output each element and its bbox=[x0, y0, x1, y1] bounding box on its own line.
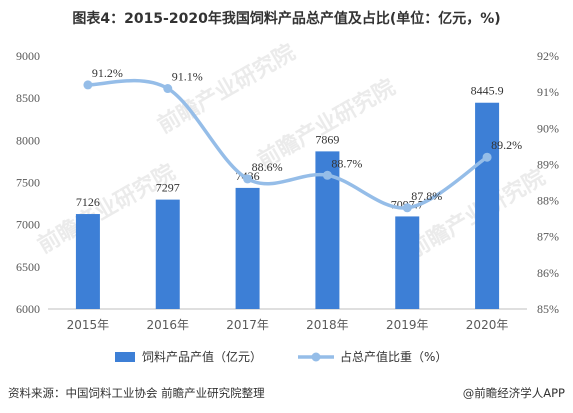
legend-line-label: 占总产值比重（%） bbox=[340, 349, 447, 364]
left-tick-label: 6000 bbox=[16, 302, 40, 316]
share-point bbox=[163, 84, 173, 94]
bar-value-label: 8445.9 bbox=[471, 84, 504, 98]
share-value-label: 88.6% bbox=[252, 160, 283, 174]
bar-value-label: 7297 bbox=[156, 181, 180, 195]
share-value-label: 91.1% bbox=[172, 70, 203, 84]
bar-value-label: 7869 bbox=[315, 132, 339, 146]
right-tick-label: 88% bbox=[537, 194, 559, 208]
right-tick-label: 89% bbox=[537, 157, 559, 171]
right-tick-label: 87% bbox=[537, 230, 559, 244]
bar bbox=[475, 102, 500, 310]
left-tick-label: 7000 bbox=[16, 218, 40, 232]
right-tick-label: 91% bbox=[537, 85, 559, 99]
x-tick-label: 2015年 bbox=[67, 318, 110, 332]
share-point bbox=[83, 80, 93, 90]
bar bbox=[155, 199, 180, 309]
bar bbox=[235, 187, 260, 309]
legend-line-marker bbox=[311, 352, 321, 362]
x-tick-label: 2019年 bbox=[386, 318, 429, 332]
source-note: 资料来源：中国饲料工业协会 前瞻产业研究院整理 bbox=[8, 386, 265, 400]
share-point bbox=[402, 203, 412, 213]
x-tick-label: 2017年 bbox=[226, 318, 269, 332]
share-value-label: 89.2% bbox=[491, 138, 522, 152]
right-tick-label: 85% bbox=[537, 302, 559, 316]
share-point bbox=[322, 170, 332, 180]
x-tick-label: 2020年 bbox=[466, 318, 509, 332]
left-tick-label: 9000 bbox=[16, 49, 40, 63]
share-point bbox=[482, 152, 492, 162]
watermark-text: 前瞻产业研究院 bbox=[153, 39, 299, 139]
legend-bar-label: 饲料产品产值（亿元） bbox=[142, 349, 262, 364]
left-tick-label: 8000 bbox=[16, 133, 40, 147]
share-value-label: 88.7% bbox=[331, 156, 362, 170]
bar bbox=[75, 214, 100, 309]
left-tick-label: 8500 bbox=[16, 91, 40, 105]
share-series-line bbox=[86, 78, 489, 210]
legend-bar-swatch bbox=[115, 352, 135, 362]
x-tick-label: 2018年 bbox=[306, 318, 349, 332]
share-value-label: 87.8% bbox=[411, 189, 442, 203]
x-tick-label: 2016年 bbox=[146, 318, 189, 332]
share-value-label: 91.2% bbox=[92, 66, 123, 80]
left-tick-label: 7500 bbox=[16, 176, 40, 190]
bar bbox=[395, 216, 420, 309]
share-point bbox=[243, 174, 253, 184]
left-tick-label: 6500 bbox=[16, 260, 40, 274]
chart-title: 图表4：2015-2020年我国饲料产品总产值及占比(单位：亿元，%) bbox=[72, 11, 501, 27]
brand-label: @前瞻经济学人APP bbox=[462, 386, 565, 400]
bar-value-label: 7126 bbox=[76, 195, 100, 209]
right-tick-label: 92% bbox=[537, 49, 559, 63]
right-tick-label: 90% bbox=[537, 121, 559, 135]
right-tick-label: 86% bbox=[537, 266, 559, 280]
